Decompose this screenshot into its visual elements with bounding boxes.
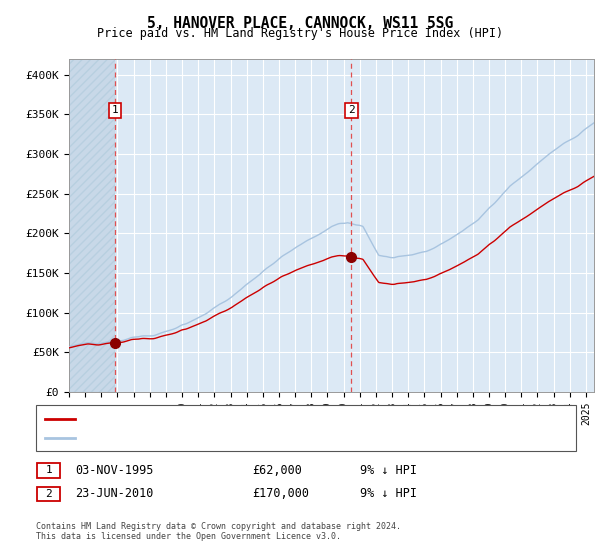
Text: 23-JUN-2010: 23-JUN-2010: [75, 487, 154, 501]
Text: 2: 2: [45, 489, 52, 499]
Text: 1: 1: [112, 105, 118, 115]
Text: £62,000: £62,000: [252, 464, 302, 477]
Text: 9% ↓ HPI: 9% ↓ HPI: [360, 464, 417, 477]
Text: 9% ↓ HPI: 9% ↓ HPI: [360, 487, 417, 501]
Text: HPI: Average price, detached house, Cannock Chase: HPI: Average price, detached house, Cann…: [79, 433, 385, 443]
Text: 5, HANOVER PLACE, CANNOCK, WS11 5SG (detached house): 5, HANOVER PLACE, CANNOCK, WS11 5SG (det…: [79, 414, 404, 424]
Bar: [69, 59, 115, 392]
Text: Price paid vs. HM Land Registry's House Price Index (HPI): Price paid vs. HM Land Registry's House …: [97, 27, 503, 40]
Text: Contains HM Land Registry data © Crown copyright and database right 2024.
This d: Contains HM Land Registry data © Crown c…: [36, 522, 401, 542]
Text: £170,000: £170,000: [252, 487, 309, 501]
Text: 03-NOV-1995: 03-NOV-1995: [75, 464, 154, 477]
Text: 1: 1: [45, 465, 52, 475]
Text: 5, HANOVER PLACE, CANNOCK, WS11 5SG: 5, HANOVER PLACE, CANNOCK, WS11 5SG: [147, 16, 453, 31]
Text: 2: 2: [348, 105, 355, 115]
